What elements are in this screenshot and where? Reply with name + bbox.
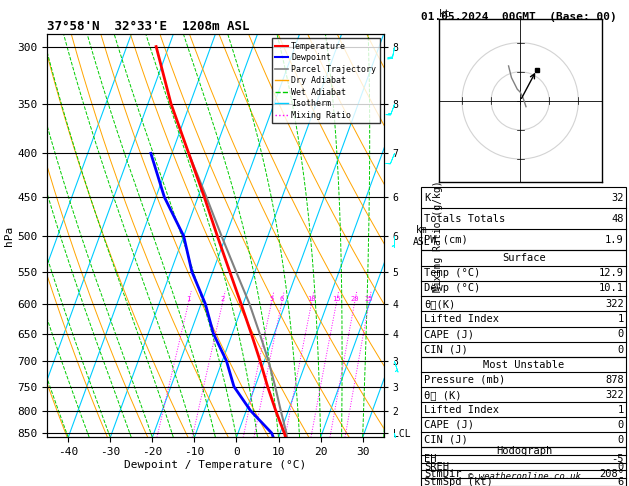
Text: 0: 0 [618, 434, 624, 445]
Text: CAPE (J): CAPE (J) [424, 419, 474, 430]
Text: 15: 15 [332, 296, 340, 302]
Text: 0: 0 [618, 345, 624, 355]
Text: CIN (J): CIN (J) [424, 434, 468, 445]
Text: 37°58'N  32°33'E  1208m ASL: 37°58'N 32°33'E 1208m ASL [47, 20, 250, 33]
Legend: Temperature, Dewpoint, Parcel Trajectory, Dry Adiabat, Wet Adiabat, Isotherm, Mi: Temperature, Dewpoint, Parcel Trajectory… [272, 38, 379, 123]
Y-axis label: km
ASL: km ASL [413, 225, 430, 246]
Text: 878: 878 [605, 375, 624, 385]
Text: © weatheronline.co.uk: © weatheronline.co.uk [467, 472, 581, 481]
Text: 208°: 208° [599, 469, 624, 479]
Text: 25: 25 [365, 296, 373, 302]
Text: 1.9: 1.9 [605, 235, 624, 245]
Text: 1: 1 [186, 296, 191, 302]
Text: 0: 0 [618, 419, 624, 430]
Text: θᴇ(K): θᴇ(K) [424, 299, 455, 309]
Text: Dewp (°C): Dewp (°C) [424, 283, 480, 294]
Text: 20: 20 [350, 296, 359, 302]
Text: 01.05.2024  00GMT  (Base: 00): 01.05.2024 00GMT (Base: 00) [421, 12, 617, 22]
Text: K: K [424, 192, 430, 203]
Text: Lifted Index: Lifted Index [424, 405, 499, 415]
Text: 32: 32 [611, 192, 624, 203]
Text: 5: 5 [269, 296, 274, 302]
Text: StmSpd (kt): StmSpd (kt) [424, 477, 493, 486]
Text: 48: 48 [611, 214, 624, 224]
Text: 1: 1 [618, 314, 624, 324]
Text: Totals Totals: Totals Totals [424, 214, 505, 224]
Y-axis label: hPa: hPa [4, 226, 14, 246]
Text: Hodograph: Hodograph [496, 446, 552, 456]
Text: CAPE (J): CAPE (J) [424, 330, 474, 339]
Text: 12.9: 12.9 [599, 268, 624, 278]
Text: Temp (°C): Temp (°C) [424, 268, 480, 278]
Text: EH: EH [424, 454, 437, 464]
Text: 6: 6 [279, 296, 284, 302]
Text: 322: 322 [605, 390, 624, 399]
Text: PW (cm): PW (cm) [424, 235, 468, 245]
Text: 0: 0 [618, 462, 624, 471]
Text: StmDir: StmDir [424, 469, 462, 479]
Text: 322: 322 [605, 299, 624, 309]
Text: kt: kt [439, 9, 450, 19]
Text: 10.1: 10.1 [599, 283, 624, 294]
Text: Most Unstable: Most Unstable [483, 360, 565, 370]
Text: 10: 10 [307, 296, 316, 302]
Text: 6: 6 [618, 477, 624, 486]
Text: Pressure (mb): Pressure (mb) [424, 375, 505, 385]
Text: -5: -5 [611, 454, 624, 464]
X-axis label: Dewpoint / Temperature (°C): Dewpoint / Temperature (°C) [125, 460, 306, 470]
Text: 0: 0 [618, 330, 624, 339]
Text: 1: 1 [618, 405, 624, 415]
Text: θᴇ (K): θᴇ (K) [424, 390, 462, 399]
Text: Mixing Ratio (g/kg): Mixing Ratio (g/kg) [433, 180, 443, 292]
Text: CIN (J): CIN (J) [424, 345, 468, 355]
Text: SREH: SREH [424, 462, 449, 471]
Text: 2: 2 [220, 296, 225, 302]
Text: Lifted Index: Lifted Index [424, 314, 499, 324]
Text: Surface: Surface [502, 253, 546, 263]
